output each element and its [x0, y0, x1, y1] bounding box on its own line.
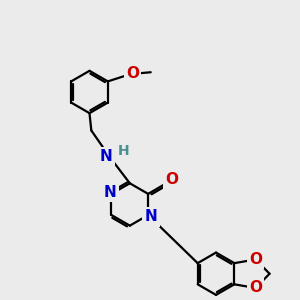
Text: O: O	[166, 172, 178, 188]
Text: H: H	[118, 144, 129, 158]
Text: O: O	[249, 280, 262, 296]
Text: N: N	[145, 209, 158, 224]
Text: N: N	[103, 184, 116, 200]
Text: O: O	[249, 252, 262, 267]
Text: N: N	[100, 149, 112, 164]
Text: O: O	[126, 66, 139, 81]
